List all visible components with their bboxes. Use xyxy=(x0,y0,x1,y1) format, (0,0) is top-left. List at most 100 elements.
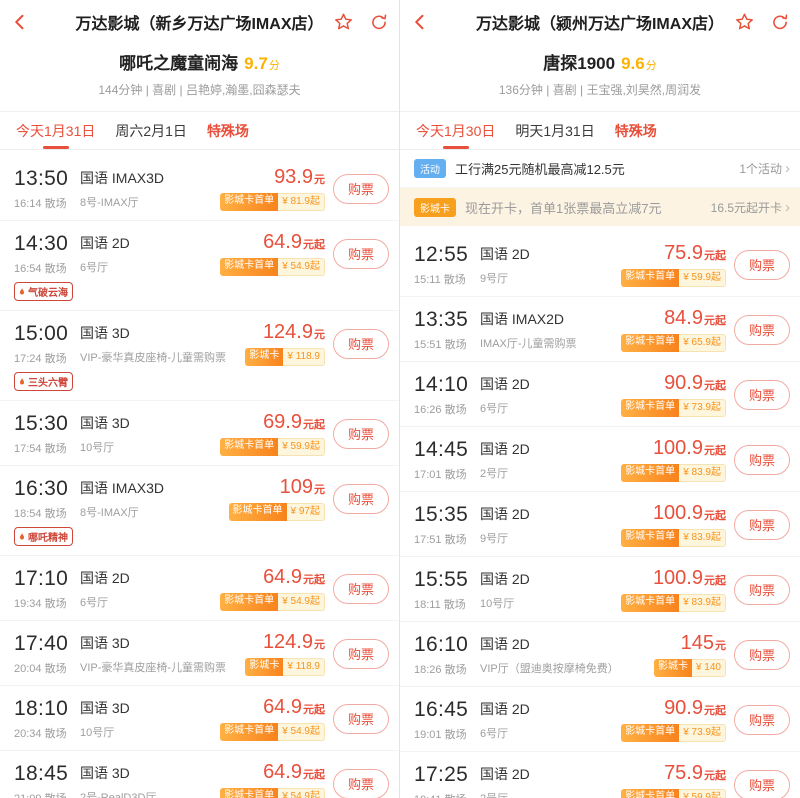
show-start-time: 18:45 xyxy=(14,761,69,785)
show-price-column: 145元 影城卡 ¥ 140 xyxy=(653,632,726,677)
show-price-unit: 元起 xyxy=(704,575,726,587)
card-badge-label: 影城卡首单 xyxy=(621,724,680,742)
buy-ticket-button[interactable]: 购票 xyxy=(734,639,790,670)
buy-ticket-button[interactable]: 购票 xyxy=(734,574,790,605)
buy-ticket-button[interactable]: 购票 xyxy=(734,509,790,540)
show-format: 国语 2D xyxy=(80,569,130,586)
buy-ticket-button[interactable]: 购票 xyxy=(333,173,389,204)
show-time-column: 15:55 18:11 散场 xyxy=(414,568,476,612)
show-format: 国语 2D xyxy=(480,375,530,392)
movie-score-unit: 分 xyxy=(645,60,657,72)
show-time-column: 15:35 17:51 散场 xyxy=(414,503,476,547)
show-price-unit: 元起 xyxy=(704,510,726,522)
member-card-price-badge: 影城卡首单 ¥ 83.9起 xyxy=(621,464,726,482)
show-format: 国语 2D xyxy=(480,635,530,652)
activity-banner[interactable]: 活动 工行满25元随机最高减12.5元 1个活动 › xyxy=(400,150,800,188)
show-price-unit: 元起 xyxy=(704,380,726,392)
promo-tag-label: 三头六臂 xyxy=(28,378,68,389)
show-end-time: 17:51 散场 xyxy=(414,533,467,546)
activity-count: 1个活动 xyxy=(739,162,782,176)
card-badge-value: ¥ 54.9起 xyxy=(278,788,325,798)
buy-ticket-button[interactable]: 购票 xyxy=(333,483,389,514)
member-card-price-badge: 影城卡首单 ¥ 59.9起 xyxy=(220,438,325,456)
tab-date-next[interactable]: 周六2月1日 xyxy=(115,122,187,139)
show-time-column: 14:30 16:54 散场 xyxy=(14,232,76,276)
show-price: 64.9 xyxy=(263,696,302,718)
show-price-unit: 元 xyxy=(314,639,325,651)
share-refresh-icon[interactable] xyxy=(770,12,790,32)
buy-ticket-button[interactable]: 购票 xyxy=(734,379,790,410)
show-info-column: 国语 2D 6号厅 xyxy=(76,233,216,275)
buy-ticket-button[interactable]: 购票 xyxy=(734,249,790,280)
member-card-price-badge: 影城卡首单 ¥ 59.9起 xyxy=(621,789,726,798)
member-card-price-badge: 影城卡首单 ¥ 54.9起 xyxy=(220,593,325,611)
show-price: 90.9 xyxy=(664,372,703,394)
show-time-column: 17:25 19:41 散场 xyxy=(414,763,476,798)
show-hall: 10号厅 xyxy=(80,441,115,454)
buy-ticket-button[interactable]: 购票 xyxy=(333,328,389,359)
show-price-column: 69.9元起 影城卡首单 ¥ 59.9起 xyxy=(220,411,325,456)
show-start-time: 16:45 xyxy=(414,697,469,721)
member-card-price-badge: 影城卡 ¥ 118.9 xyxy=(245,348,325,366)
cinema-title: 万达影城（颍州万达广场IMAX店） xyxy=(475,16,724,33)
buy-ticket-button[interactable]: 购票 xyxy=(734,769,790,798)
buy-ticket-button[interactable]: 购票 xyxy=(333,573,389,604)
cinema-panel-right: 万达影城（颍州万达广场IMAX店） 唐探1900 9.6分 136分钟 | 喜剧 … xyxy=(400,0,800,798)
show-info-column: 国语 2D 6号厅 xyxy=(76,568,216,610)
card-badge-label: 影城卡首单 xyxy=(621,789,680,798)
buy-ticket-button[interactable]: 购票 xyxy=(333,703,389,734)
showtime-row: 13:50 16:14 散场 国语 IMAX3D 8号-IMAX厅 93.9元 … xyxy=(0,156,399,221)
buy-ticket-button[interactable]: 购票 xyxy=(734,444,790,475)
member-card-price-badge: 影城卡首单 ¥ 59.9起 xyxy=(621,269,726,287)
buy-ticket-button[interactable]: 购票 xyxy=(333,638,389,669)
show-info-column: 国语 2D 6号厅 xyxy=(476,374,617,416)
show-format: 国语 2D xyxy=(480,245,530,262)
show-end-time: 19:34 散场 xyxy=(14,597,67,610)
activity-badge: 活动 xyxy=(414,159,446,178)
tab-special-shows[interactable]: 特殊场 xyxy=(206,122,249,139)
buy-ticket-button[interactable]: 购票 xyxy=(333,768,389,798)
show-price-column: 124.9元 影城卡 ¥ 118.9 xyxy=(245,631,325,676)
tab-date-next[interactable]: 明天1月31日 xyxy=(515,122,595,139)
show-price-column: 64.9元起 影城卡首单 ¥ 54.9起 xyxy=(220,761,325,798)
show-hall: 10号厅 xyxy=(480,597,515,610)
show-price-column: 100.9元起 影城卡首单 ¥ 83.9起 xyxy=(621,567,726,612)
back-icon[interactable] xyxy=(10,12,30,32)
tab-special-shows[interactable]: 特殊场 xyxy=(614,122,657,139)
show-time-column: 13:35 15:51 散场 xyxy=(414,308,476,352)
tab-date-today[interactable]: 今天1月31日 xyxy=(16,112,95,149)
buy-ticket-button[interactable]: 购票 xyxy=(734,314,790,345)
show-time-column: 16:45 19:01 散场 xyxy=(414,698,476,742)
card-badge-value: ¥ 83.9起 xyxy=(679,529,726,547)
show-price-column: 84.9元起 影城卡首单 ¥ 65.9起 xyxy=(621,307,726,352)
card-badge-label: 影城卡首单 xyxy=(621,594,680,612)
cinema-title: 万达影城（新乡万达广场IMAX店） xyxy=(75,16,324,33)
card-badge-value: ¥ 97起 xyxy=(286,503,325,521)
show-hall: 2号-RealD3D厅 xyxy=(80,791,157,798)
favorite-star-icon[interactable] xyxy=(333,12,354,33)
card-badge-label: 影城卡 xyxy=(245,348,284,366)
show-price-unit: 元 xyxy=(314,174,325,186)
movie-meta: 136分钟 | 喜剧 | 王宝强,刘昊然,周润发 xyxy=(498,83,702,97)
card-badge-value: ¥ 54.9起 xyxy=(278,593,325,611)
chevron-right-icon: › xyxy=(785,198,790,216)
share-refresh-icon[interactable] xyxy=(369,12,389,32)
buy-ticket-button[interactable]: 购票 xyxy=(734,704,790,735)
show-end-time: 16:54 散场 xyxy=(14,262,67,275)
tab-date-today[interactable]: 今天1月30日 xyxy=(416,112,495,149)
show-end-time: 20:34 散场 xyxy=(14,727,67,740)
back-icon[interactable] xyxy=(410,12,430,32)
card-badge-label: 影城卡首单 xyxy=(220,723,279,741)
card-badge-value: ¥ 59.9起 xyxy=(679,789,726,798)
show-start-time: 12:55 xyxy=(414,242,469,266)
favorite-star-icon[interactable] xyxy=(734,12,755,33)
buy-ticket-button[interactable]: 购票 xyxy=(333,238,389,269)
show-end-time: 17:54 散场 xyxy=(14,442,67,455)
buy-ticket-button[interactable]: 购票 xyxy=(333,418,389,449)
show-info-column: 国语 2D 2号厅 xyxy=(476,439,617,481)
showtime-row: 15:30 17:54 散场 国语 3D 10号厅 69.9元起 影城卡首单 ¥ … xyxy=(0,401,399,466)
card-badge-label: 影城卡 xyxy=(653,659,692,677)
member-card-banner[interactable]: 影城卡 现在开卡，首单1张票最高立减7元 16.5元起开卡 › xyxy=(400,188,800,226)
member-card-price-badge: 影城卡首单 ¥ 65.9起 xyxy=(621,334,726,352)
show-price-unit: 元起 xyxy=(303,769,325,781)
